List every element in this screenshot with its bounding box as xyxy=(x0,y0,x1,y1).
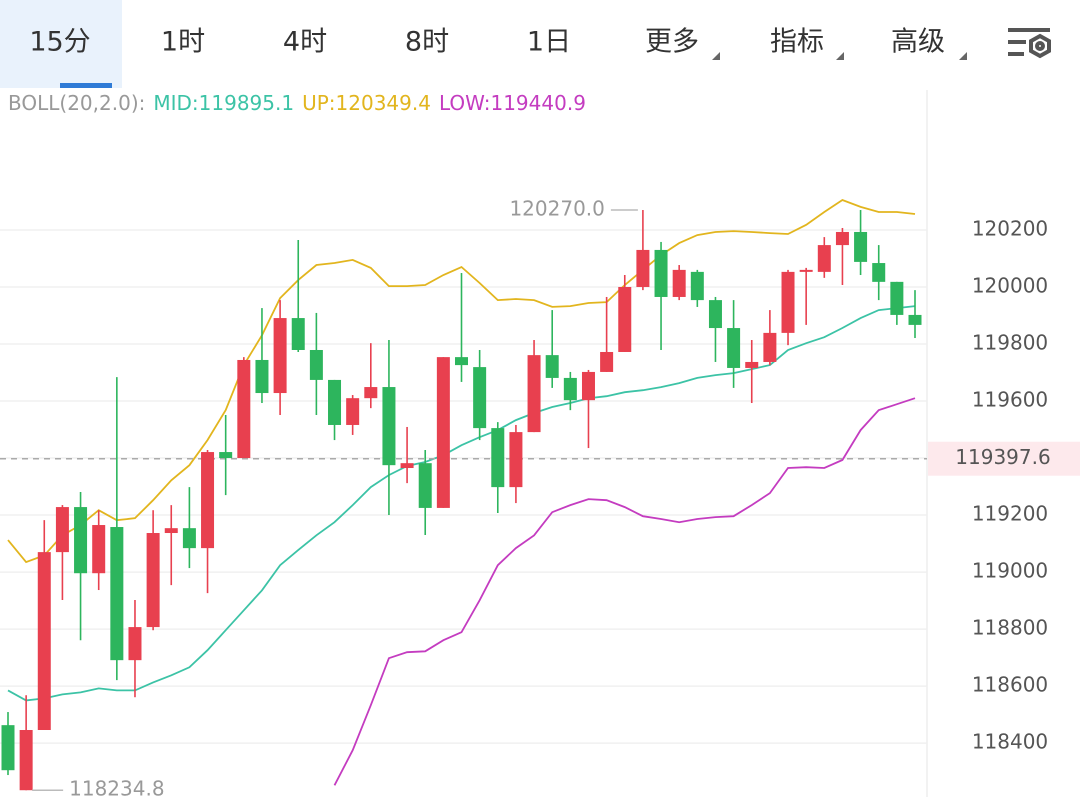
dropdown-arrow xyxy=(712,52,720,60)
candle-body xyxy=(219,452,233,459)
candle-body xyxy=(382,387,396,466)
candle-body xyxy=(19,730,33,791)
candle-body xyxy=(835,231,849,246)
boll-line xyxy=(7,198,916,564)
candle-body xyxy=(110,527,124,661)
candle-body xyxy=(1,725,15,771)
candle-body xyxy=(418,463,432,508)
candle-body xyxy=(672,269,686,297)
tab[interactable]: 1时 xyxy=(161,27,205,58)
candle-body xyxy=(527,355,541,433)
active-tab-bg xyxy=(0,0,122,88)
tab[interactable]: 1日 xyxy=(527,27,571,58)
candle-body xyxy=(581,371,595,401)
min-label: 118234.8 xyxy=(69,777,164,797)
candle-body xyxy=(201,452,215,549)
candle-body xyxy=(164,528,178,534)
last-price-label: 119397.6 xyxy=(955,445,1050,469)
candle-body xyxy=(37,552,51,731)
max-label: 120270.0 xyxy=(509,197,604,221)
legend-value: 119895.1 xyxy=(199,91,294,115)
candle-body xyxy=(872,263,886,282)
candle-body xyxy=(763,332,777,362)
candle-body xyxy=(92,525,106,574)
y-tick-label: 119600 xyxy=(972,388,1048,412)
y-tick-label: 119000 xyxy=(972,559,1048,583)
candle-body xyxy=(636,249,650,287)
candle-body xyxy=(473,367,487,429)
y-tick-label: 118600 xyxy=(972,673,1048,697)
candle-body xyxy=(328,379,342,425)
boll-line xyxy=(333,397,916,786)
candle-body xyxy=(727,328,741,368)
tab[interactable]: 高级 xyxy=(891,27,945,58)
candle-body xyxy=(690,271,704,301)
candle-body xyxy=(491,428,505,488)
y-tick-label: 118400 xyxy=(972,730,1048,754)
legend-value: 119440.9 xyxy=(490,91,585,115)
legend-name: UP: xyxy=(302,91,335,115)
candle-body xyxy=(182,528,196,549)
candle-body xyxy=(563,377,577,401)
icon-gear-hole xyxy=(1035,41,1045,51)
y-tick-label: 120000 xyxy=(972,273,1048,297)
y-tick-label: 120200 xyxy=(972,216,1048,240)
candle-body xyxy=(600,351,614,372)
candle-body xyxy=(708,300,722,329)
tab[interactable]: 4时 xyxy=(283,27,327,58)
indicator-legend: BOLL(20,2.0): MID:119895.1 UP:120349.4 LOW:… xyxy=(8,91,586,115)
legend-title: BOLL(20,2.0): xyxy=(8,91,145,115)
tab[interactable]: 指标 xyxy=(770,27,824,58)
candle-body xyxy=(237,359,251,459)
settings-icon[interactable] xyxy=(1008,28,1051,59)
candle-body xyxy=(273,318,287,394)
candle-body xyxy=(509,432,523,488)
candle-body xyxy=(908,314,922,325)
y-tick-label: 119200 xyxy=(972,502,1048,526)
icon-gear xyxy=(1029,33,1051,59)
candle-body xyxy=(817,245,831,272)
y-tick-label: 119800 xyxy=(972,331,1048,355)
candle-body xyxy=(400,463,414,469)
candle-body xyxy=(745,361,759,368)
legend-name: LOW: xyxy=(439,91,491,115)
last-price-box xyxy=(928,441,1080,476)
candle-body xyxy=(255,359,269,394)
boll-line xyxy=(7,305,916,702)
legend-name: MID: xyxy=(153,91,198,115)
tab[interactable]: 15分 xyxy=(29,27,90,58)
y-tick-label: 118800 xyxy=(972,616,1048,640)
dropdown-arrow xyxy=(959,52,967,60)
candle-body xyxy=(854,231,868,262)
candle-body xyxy=(309,349,323,380)
legend-value: 120349.4 xyxy=(336,91,431,115)
candle-body xyxy=(291,318,305,350)
candle-body xyxy=(455,357,468,366)
candle-body xyxy=(545,355,559,378)
candle-body xyxy=(436,357,450,508)
active-tab-underline xyxy=(60,83,112,88)
candle-body xyxy=(799,269,813,272)
candle-body xyxy=(146,533,160,628)
candle-body xyxy=(781,271,795,333)
candle-body xyxy=(618,286,632,352)
candle-body xyxy=(55,507,69,553)
candle-body xyxy=(654,249,668,297)
candle-body xyxy=(890,281,904,315)
candle-body xyxy=(128,627,142,661)
candle-body xyxy=(74,507,88,574)
tab[interactable]: 8时 xyxy=(405,27,449,58)
candle-body xyxy=(364,387,378,399)
tab[interactable]: 更多 xyxy=(645,27,699,58)
dropdown-arrow xyxy=(836,52,844,60)
candle-body xyxy=(346,398,360,425)
